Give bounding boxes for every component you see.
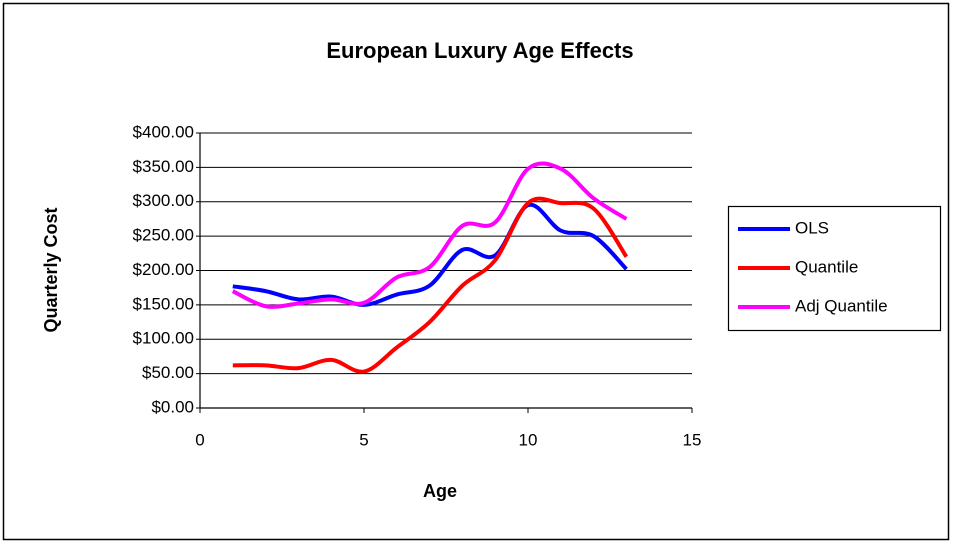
y-axis-title: Quarterly Cost bbox=[41, 207, 61, 332]
series-line bbox=[232, 196, 629, 374]
series-line bbox=[232, 202, 628, 307]
legend-label: OLS bbox=[795, 218, 829, 237]
y-tick-label: $100.00 bbox=[133, 329, 194, 348]
y-tick-label: $300.00 bbox=[133, 191, 194, 210]
y-tick-label: $150.00 bbox=[133, 294, 194, 313]
y-tick-label: $250.00 bbox=[133, 226, 194, 245]
x-tick-label: 5 bbox=[359, 430, 368, 449]
y-tick-label: $400.00 bbox=[133, 122, 194, 141]
legend-label: Adj Quantile bbox=[795, 296, 888, 315]
series-line bbox=[231, 161, 628, 309]
x-axis-title: Age bbox=[423, 481, 457, 501]
x-tick-label: 10 bbox=[519, 430, 538, 449]
x-tick-label: 0 bbox=[195, 430, 204, 449]
y-tick-label: $350.00 bbox=[133, 157, 194, 176]
legend-label: Quantile bbox=[795, 257, 858, 276]
y-tick-label: $200.00 bbox=[133, 260, 194, 279]
y-tick-label: $0.00 bbox=[151, 397, 194, 416]
y-tick-label: $50.00 bbox=[142, 363, 194, 382]
chart-title: European Luxury Age Effects bbox=[326, 38, 633, 63]
x-tick-label: 15 bbox=[683, 430, 702, 449]
